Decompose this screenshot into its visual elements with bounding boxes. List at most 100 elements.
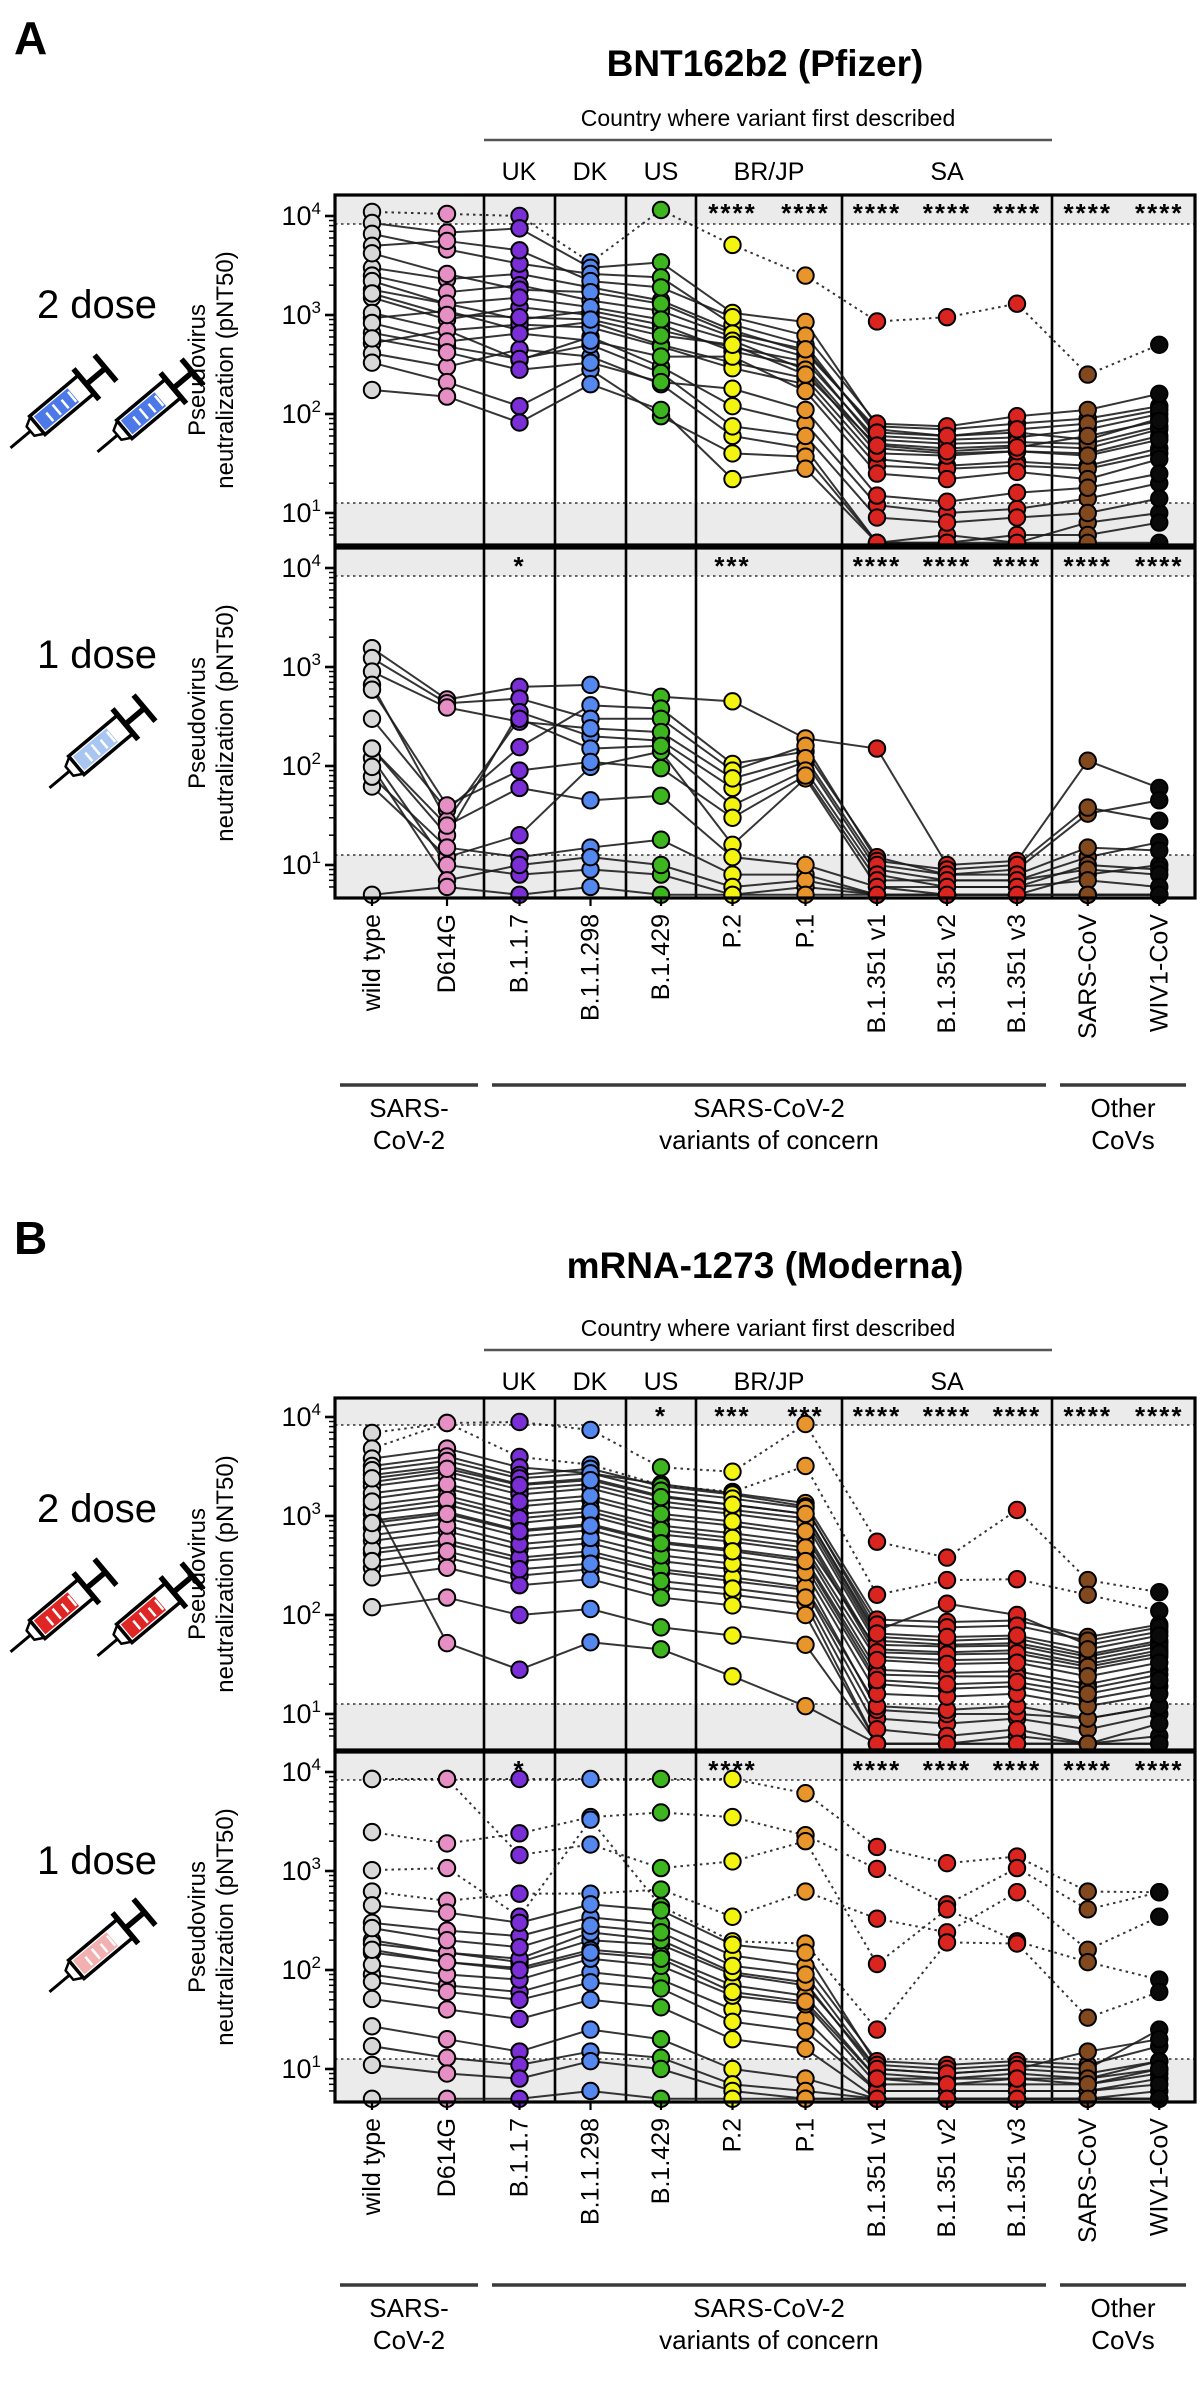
data-point — [510, 1605, 529, 1625]
subject-line — [518, 704, 592, 749]
syringe-icon — [37, 1897, 158, 2007]
data-point — [723, 1596, 742, 1615]
subject-line — [590, 704, 662, 710]
subject-line — [660, 1596, 733, 1607]
subject-line — [946, 1705, 1018, 1711]
subject-line — [590, 1523, 662, 1543]
subject-line — [946, 1891, 1018, 1934]
data-point — [362, 1769, 382, 1789]
subject-line — [660, 276, 734, 326]
data-point — [510, 855, 529, 875]
subject-line — [519, 856, 591, 866]
subject-line — [446, 381, 520, 408]
subject-line — [371, 2063, 448, 2075]
subject-line — [660, 2068, 733, 2092]
data-point — [651, 786, 671, 806]
data-point — [510, 288, 529, 307]
subject-line — [519, 1529, 591, 1538]
subject-line — [371, 280, 448, 305]
subject-line — [876, 516, 948, 524]
significance-stars: **** — [708, 1755, 756, 1785]
subject-line — [519, 1951, 591, 1971]
data-point — [1078, 365, 1097, 384]
subject-line — [371, 252, 448, 275]
data-point — [1150, 2029, 1169, 2049]
subject-line — [590, 885, 662, 896]
subject-line — [876, 431, 948, 437]
subject-line — [660, 1964, 733, 1997]
subject-line — [876, 1632, 948, 1638]
subject-line — [804, 1840, 878, 1965]
subject-line — [1016, 856, 1089, 882]
data-point — [437, 231, 457, 251]
data-point — [362, 1597, 382, 1617]
subject-line — [876, 1868, 948, 1906]
col-header-sa: SA — [930, 158, 964, 186]
subject-line — [519, 296, 591, 309]
subject-line — [876, 452, 948, 457]
data-point — [1150, 1670, 1169, 1690]
subject-line — [371, 1530, 448, 1542]
subject-line — [660, 1923, 733, 1957]
data-point — [937, 1627, 957, 1647]
data-point — [510, 1412, 529, 1432]
subject-line — [804, 2018, 878, 2092]
data-point — [651, 1949, 671, 1968]
dose-label-b2: 2 dose — [37, 1487, 157, 1531]
data-point — [362, 739, 382, 758]
significance-stars: **** — [993, 1401, 1041, 1431]
subject-line — [1087, 1722, 1160, 1745]
data-point — [867, 464, 887, 483]
subject-line — [804, 1942, 878, 2031]
data-point — [1007, 1672, 1027, 1692]
data-point — [510, 709, 529, 728]
subject-line — [1016, 422, 1088, 431]
data-point — [937, 469, 957, 489]
subject-line — [876, 1708, 948, 1715]
data-point — [723, 1852, 742, 1871]
subject-line — [371, 718, 448, 811]
subject-line — [1016, 1642, 1088, 1658]
subject-line — [590, 2060, 662, 2070]
subject-line — [660, 1489, 733, 1500]
subject-line — [519, 2089, 591, 2100]
subject-line — [446, 1455, 520, 1476]
data-point — [796, 400, 815, 420]
panel-b-country-header: Country where variant first described — [581, 1315, 956, 1341]
significance-stars: **** — [1064, 198, 1112, 228]
subject-line — [1087, 497, 1160, 514]
subject-line — [804, 777, 878, 888]
subject-line — [446, 1499, 520, 1520]
subject-line — [876, 885, 948, 896]
data-point — [796, 1696, 815, 1716]
subject-line — [660, 1505, 733, 1515]
subject-line — [732, 1548, 806, 1560]
data-point — [437, 2064, 457, 2083]
subject-line — [1016, 450, 1088, 457]
subject-line — [1087, 1961, 1160, 1981]
data-point — [362, 757, 382, 777]
subject-line — [732, 467, 806, 481]
data-point — [723, 1956, 742, 1976]
col-header-us: US — [644, 1368, 679, 1396]
y-tick-label: 101 — [281, 496, 321, 528]
subject-line — [590, 343, 662, 374]
subject-line — [946, 1941, 1018, 1945]
subject-line — [660, 381, 733, 390]
subject-line — [1087, 868, 1160, 876]
data-point — [510, 413, 529, 432]
subject-line — [946, 2077, 1018, 2086]
subject-line — [804, 1465, 878, 1596]
subject-line — [519, 1924, 591, 1949]
subject-line — [1016, 460, 1088, 467]
subject-line — [519, 1981, 591, 2001]
subject-line — [732, 1816, 806, 1837]
subject-line — [1087, 1642, 1160, 1658]
subject-line — [519, 1466, 591, 1475]
subject-line — [446, 1939, 520, 1949]
subject-line — [660, 209, 733, 246]
subject-line — [1087, 2083, 1160, 2092]
y-tick-label: 102 — [281, 397, 321, 429]
subject-line — [876, 1618, 948, 1623]
data-point — [510, 1492, 529, 1511]
